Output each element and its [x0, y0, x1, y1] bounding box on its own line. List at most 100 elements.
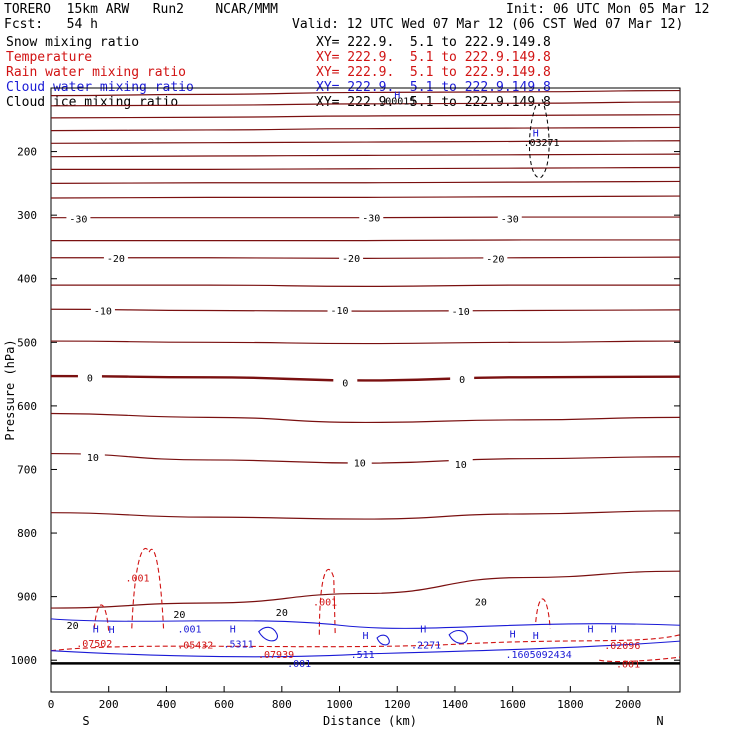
header-line1-left: TORERO 15km ARW Run2 NCAR/MMM — [4, 2, 278, 17]
isotherm-label: 0 — [87, 373, 93, 384]
x-tick-label: 0 — [48, 698, 55, 711]
isotherm-label-bg — [339, 251, 364, 263]
high-marker: H — [533, 129, 539, 140]
isotherm-line — [50, 510, 681, 520]
isotherm-line — [50, 340, 681, 345]
isotherm-label-bg — [269, 605, 294, 617]
legend-name-rain: Rain water mixing ratio — [6, 65, 187, 80]
isotherm-label-bg — [450, 373, 475, 385]
legend-xy-rain: XY= 222.9. 5.1 to 222.9.149.8 — [316, 65, 551, 80]
rain-contour — [599, 656, 681, 663]
x-tick-label: 200 — [99, 698, 119, 711]
legend-name-temperature: Temperature — [6, 50, 93, 65]
rain-label: .001 — [313, 598, 337, 609]
legend-name-snow: Snow mixing ratio — [6, 35, 140, 50]
high-marker: H — [109, 625, 115, 636]
x-tick-label: 1200 — [384, 698, 411, 711]
isotherm-line — [50, 114, 681, 119]
isotherm-label: 0 — [459, 375, 465, 386]
x-tick-label: 800 — [272, 698, 292, 711]
high-marker: H — [362, 631, 368, 642]
isotherm-line — [50, 256, 681, 259]
isotherm-label-bg — [483, 252, 508, 264]
isotherm-label: 10 — [455, 460, 467, 471]
cloud-water-label: .511 — [351, 650, 375, 661]
cloud-water-contour — [50, 618, 681, 629]
cloud-ice-contour — [528, 97, 550, 178]
isotherm-label-bg — [448, 457, 473, 469]
high-marker: H — [588, 624, 594, 635]
isotherm-label: -20 — [486, 254, 504, 265]
y-tick-label: 400 — [17, 273, 37, 286]
isotherm-label-bg — [497, 212, 522, 224]
isotherm-line — [50, 374, 681, 382]
isotherm-label: 20 — [475, 598, 487, 609]
rain-contour — [318, 568, 336, 635]
x-tick-label: 2000 — [615, 698, 642, 711]
isotherm-line — [50, 153, 681, 158]
isotherm-label-bg — [80, 450, 105, 462]
isotherm-label-bg — [448, 305, 473, 317]
isotherm-label: -10 — [94, 307, 112, 318]
x-tick-label: 1600 — [499, 698, 526, 711]
x-tick-label: 1000 — [326, 698, 353, 711]
isotherm-label-bg — [359, 211, 384, 223]
isotherm-line — [50, 101, 681, 107]
y-tick-label: 200 — [17, 146, 37, 159]
rain-label: .05432 — [177, 640, 213, 651]
isotherm-line — [50, 412, 681, 424]
x-tick-label: 400 — [156, 698, 176, 711]
isotherm-line — [50, 89, 681, 97]
isotherm-line — [51, 166, 681, 170]
isotherm-label-bg — [327, 303, 352, 315]
isotherm-line — [50, 180, 681, 184]
x-axis-label: Distance (km) — [323, 714, 417, 728]
cloud-ice-label: .03271 — [523, 138, 559, 149]
isotherm-label: -10 — [331, 306, 349, 317]
high-marker: H — [420, 624, 426, 635]
isotherm-label: 20 — [173, 610, 185, 621]
high-marker: H — [611, 624, 617, 635]
cloud-water-contour — [50, 640, 681, 658]
high-marker: H — [394, 90, 400, 101]
isotherm-label: -20 — [107, 254, 125, 265]
isotherm-line — [50, 126, 681, 132]
cloud-water-label: .5311 — [223, 640, 253, 651]
cloud-water-contour — [376, 634, 390, 646]
legend-xy-temperature: XY= 222.9. 5.1 to 222.9.149.8 — [316, 50, 551, 65]
isotherm-label: 20 — [67, 621, 79, 632]
y-tick-label: 700 — [17, 463, 37, 476]
cloud-water-label: .001 — [177, 624, 201, 635]
isotherm-label-bg — [60, 619, 85, 631]
isotherm-label-bg — [90, 304, 115, 316]
y-tick-label: 800 — [17, 527, 37, 540]
cloud-water-label: .001 — [287, 659, 311, 670]
isotherm-label: -10 — [452, 307, 470, 318]
header-line2-left: Fcst: 54 h — [4, 17, 98, 32]
cloud-water-contour — [448, 629, 468, 644]
rain-contour — [93, 604, 110, 632]
rain-contour — [131, 547, 165, 629]
isotherm-line — [50, 308, 681, 312]
y-tick-label: 1000 — [11, 654, 38, 667]
isotherm-label: 10 — [87, 453, 99, 464]
isotherm-label: 0 — [342, 378, 348, 389]
x-end-label-right: N — [656, 714, 663, 728]
x-end-label-left: S — [82, 714, 89, 728]
rain-label: .001 — [616, 659, 640, 670]
legend-xy-cloud-ice: XY= 222.9. 5.1 to 222.9.149.8 — [316, 95, 551, 110]
isotherm-label-bg — [77, 371, 102, 383]
y-tick-label: 600 — [17, 400, 37, 413]
plot-frame — [50, 87, 681, 693]
isotherm-label: -30 — [501, 214, 519, 225]
y-tick-label: 900 — [17, 591, 37, 604]
rain-label: .001 — [126, 574, 150, 585]
high-marker: H — [510, 630, 516, 641]
isotherm-label: -20 — [342, 254, 360, 265]
rain-contour — [50, 634, 681, 652]
rain-contour — [535, 598, 551, 629]
isotherm-label-bg — [468, 595, 493, 607]
isotherm-label-bg — [167, 607, 192, 619]
high-marker: H — [533, 631, 539, 642]
